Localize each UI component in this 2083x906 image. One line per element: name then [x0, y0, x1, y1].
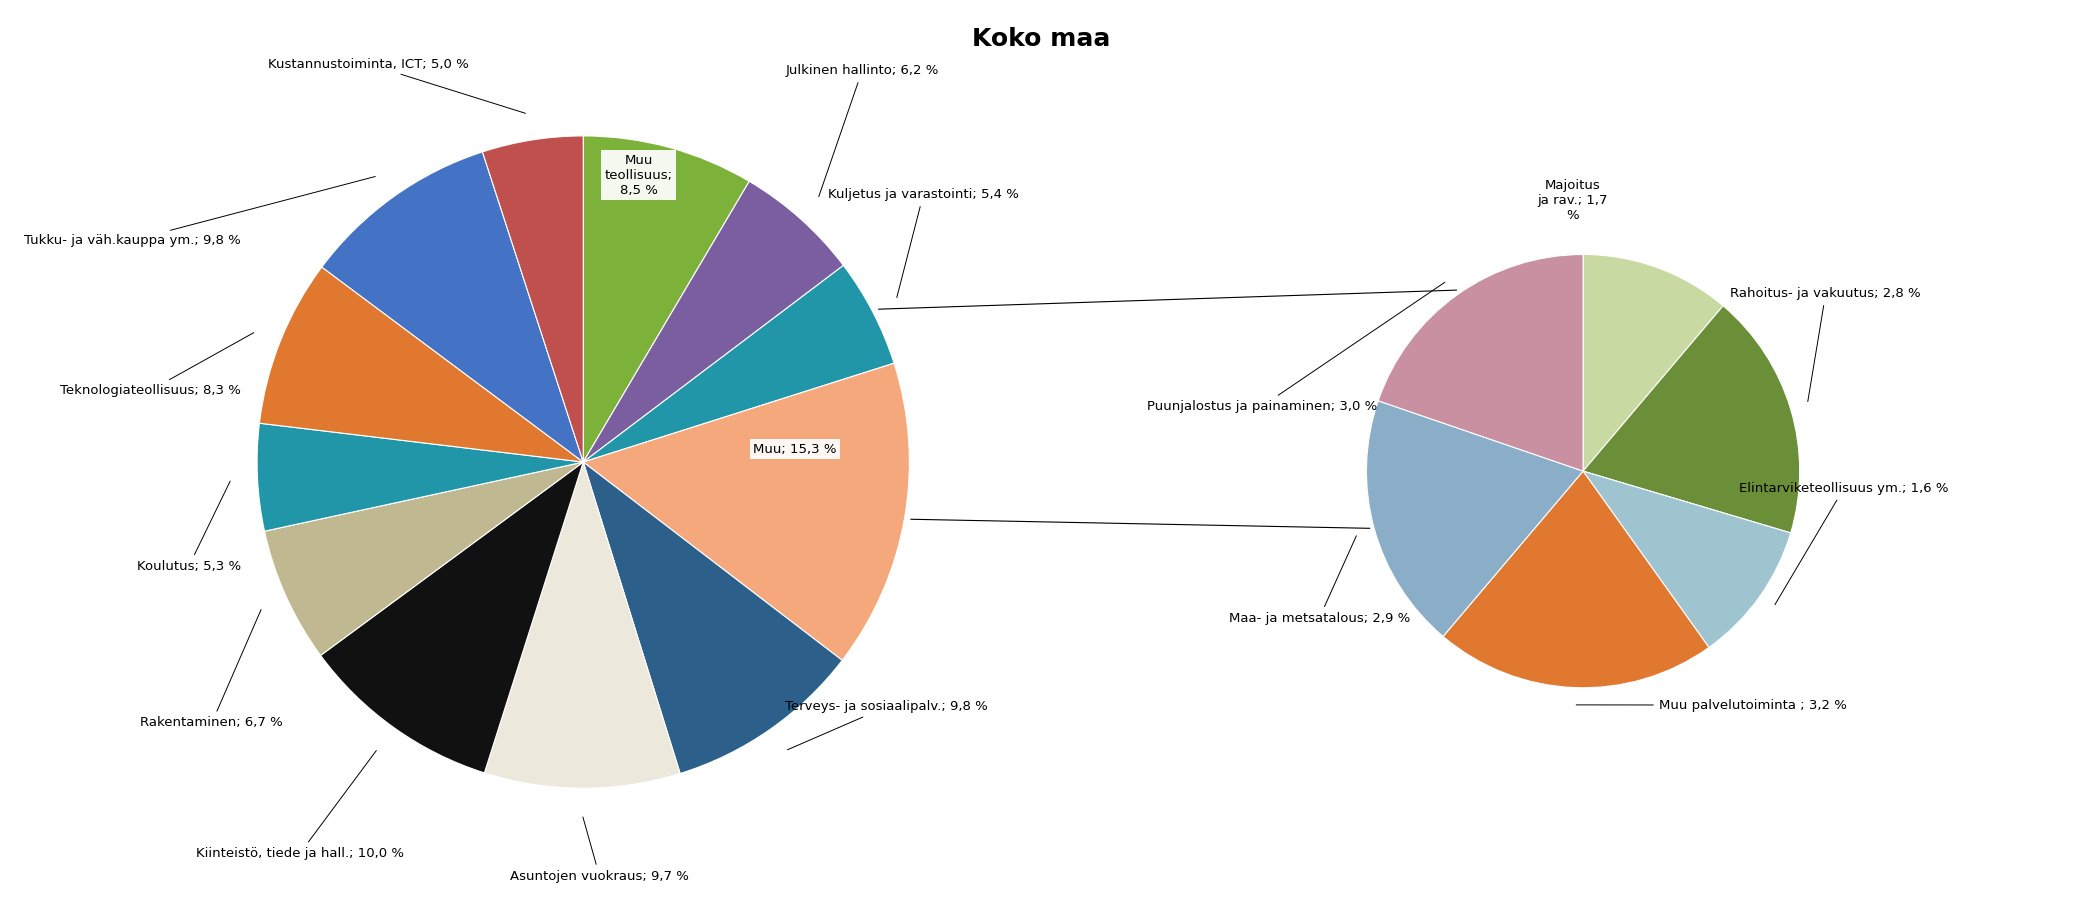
Wedge shape	[483, 136, 583, 462]
Text: Elintarviketeollisuus ym.; 1,6 %: Elintarviketeollisuus ym.; 1,6 %	[1739, 482, 1948, 604]
Wedge shape	[1379, 255, 1583, 471]
Text: Muu palvelutoiminta ; 3,2 %: Muu palvelutoiminta ; 3,2 %	[1577, 699, 1848, 711]
Wedge shape	[1444, 471, 1708, 688]
Text: Muu
teollisuus;
8,5 %: Muu teollisuus; 8,5 %	[604, 153, 673, 197]
Wedge shape	[256, 423, 583, 531]
Wedge shape	[260, 267, 583, 462]
Text: Kustannustoiminta, ICT; 5,0 %: Kustannustoiminta, ICT; 5,0 %	[269, 58, 525, 113]
Wedge shape	[1583, 471, 1791, 648]
Text: Asuntojen vuokraus; 9,7 %: Asuntojen vuokraus; 9,7 %	[510, 817, 689, 882]
Text: Muu; 15,3 %: Muu; 15,3 %	[752, 442, 837, 456]
Text: Maa- ja metsatalous; 2,9 %: Maa- ja metsatalous; 2,9 %	[1229, 535, 1410, 625]
Text: Rakentaminen; 6,7 %: Rakentaminen; 6,7 %	[140, 610, 283, 729]
Wedge shape	[1583, 255, 1723, 471]
Wedge shape	[583, 136, 750, 462]
Text: Kuljetus ja varastointi; 5,4 %: Kuljetus ja varastointi; 5,4 %	[827, 188, 1019, 297]
Text: Tukku- ja väh.kauppa ym.; 9,8 %: Tukku- ja väh.kauppa ym.; 9,8 %	[25, 177, 375, 246]
Text: Terveys- ja sosiaalipalv.; 9,8 %: Terveys- ja sosiaalipalv.; 9,8 %	[785, 700, 987, 750]
Text: Kiinteistö, tiede ja hall.; 10,0 %: Kiinteistö, tiede ja hall.; 10,0 %	[196, 750, 404, 860]
Text: Koulutus; 5,3 %: Koulutus; 5,3 %	[137, 481, 242, 573]
Wedge shape	[265, 462, 583, 655]
Text: Rahoitus- ja vakuutus; 2,8 %: Rahoitus- ja vakuutus; 2,8 %	[1731, 287, 1921, 401]
Text: Puunjalostus ja painaminen; 3,0 %: Puunjalostus ja painaminen; 3,0 %	[1148, 283, 1446, 412]
Wedge shape	[583, 181, 844, 462]
Wedge shape	[485, 462, 681, 788]
Text: Koko maa: Koko maa	[973, 27, 1110, 51]
Wedge shape	[583, 462, 842, 774]
Text: Julkinen hallinto; 6,2 %: Julkinen hallinto; 6,2 %	[785, 64, 939, 197]
Wedge shape	[1366, 400, 1583, 636]
Wedge shape	[321, 462, 583, 773]
Wedge shape	[321, 152, 583, 462]
Wedge shape	[1583, 306, 1800, 533]
Text: Teknologiateollisuus; 8,3 %: Teknologiateollisuus; 8,3 %	[60, 333, 254, 397]
Text: Majoitus
ja rav.; 1,7
%: Majoitus ja rav.; 1,7 %	[1537, 179, 1608, 222]
Wedge shape	[583, 265, 894, 462]
Wedge shape	[583, 363, 910, 660]
